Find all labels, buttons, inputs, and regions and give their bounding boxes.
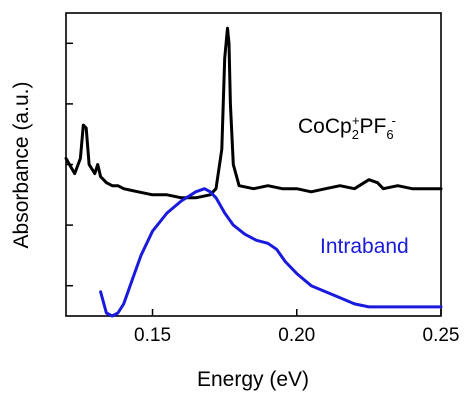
series-label-intraband: Intraband [320, 235, 409, 258]
label-part-sup2: - [392, 113, 396, 128]
x-tick-label: 0.15 [134, 325, 171, 346]
x-axis-ticks: 0.15 0.20 0.25 [134, 309, 459, 346]
x-tick-label: 0.20 [278, 325, 315, 346]
series-label-cocp2pf6: CoCp2+PF6- [298, 113, 396, 142]
label-part-main: CoCp [298, 115, 352, 138]
series-line-intraband [99, 187, 443, 318]
label-part-mid: PF [360, 115, 387, 138]
label-part-sub2: 6 [386, 127, 393, 142]
series-layer [64, 26, 443, 318]
label-part-sub1: 2 [352, 127, 359, 142]
plot-frame [65, 12, 442, 317]
series-line-cocp2pf6 [64, 26, 443, 200]
label-part-sup1: + [352, 113, 360, 128]
x-axis-label: Energy (eV) [197, 368, 309, 391]
x-tick-label: 0.25 [423, 325, 460, 346]
y-axis-label: Absorbance (a.u.) [10, 82, 33, 249]
